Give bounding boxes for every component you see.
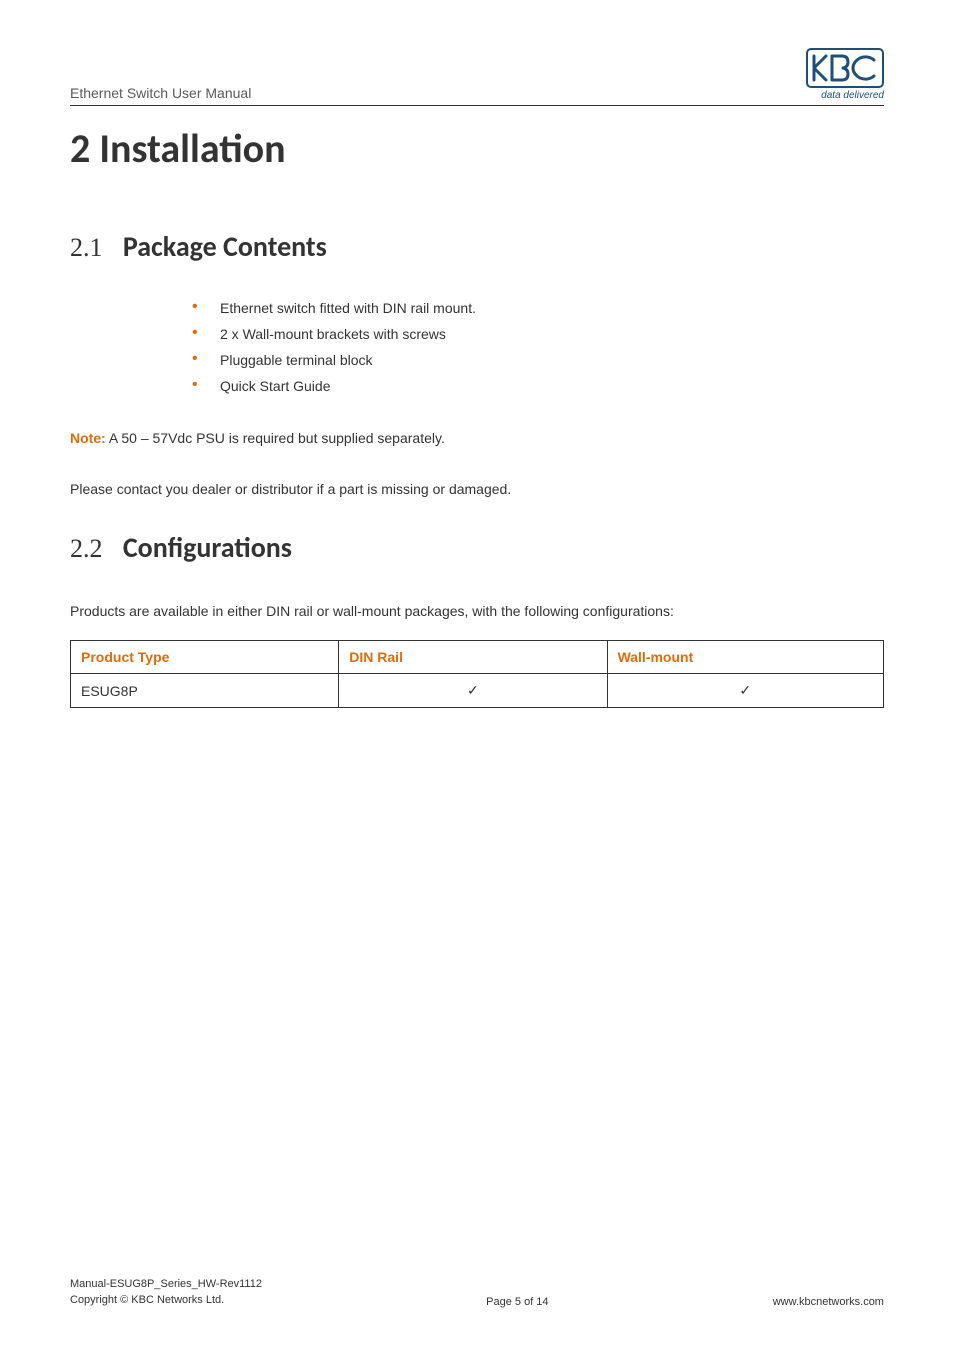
section-2-1-heading: 2.1 Package Contents: [70, 229, 884, 264]
configurations-table: Product Type DIN Rail Wall-mount ESUG8P …: [70, 640, 884, 708]
table-row: ESUG8P ✓ ✓: [71, 674, 884, 708]
page-footer: Manual-ESUG8P_Series_HW-Rev1112 Copyrigh…: [70, 1277, 884, 1308]
header-doc-title: Ethernet Switch User Manual: [70, 85, 251, 101]
list-item: Quick Start Guide: [192, 378, 884, 394]
config-intro-paragraph: Products are available in either DIN rai…: [70, 601, 884, 622]
footer-url: www.kbcnetworks.com: [773, 1296, 884, 1308]
col-product-type: Product Type: [71, 641, 339, 674]
col-din-rail: DIN Rail: [339, 641, 607, 674]
cell-wall: ✓: [607, 674, 883, 708]
footer-left: Manual-ESUG8P_Series_HW-Rev1112 Copyrigh…: [70, 1277, 262, 1308]
kbc-logo-icon: [806, 48, 884, 88]
section-number: 2.1: [70, 233, 103, 262]
contact-paragraph: Please contact you dealer or distributor…: [70, 479, 884, 500]
section-title: Package Contents: [123, 229, 327, 264]
section-2-2-heading: 2.2 Configurations: [70, 530, 884, 565]
cell-product: ESUG8P: [71, 674, 339, 708]
chapter-title: 2 Installation: [70, 124, 884, 173]
footer-copyright: Copyright © KBC Networks Ltd.: [70, 1293, 262, 1308]
page-header: Ethernet Switch User Manual data deliver…: [70, 48, 884, 106]
note-paragraph: Note: A 50 – 57Vdc PSU is required but s…: [70, 428, 884, 449]
section-title: Configurations: [123, 530, 292, 565]
logo: data delivered: [806, 48, 884, 101]
list-item: Ethernet switch fitted with DIN rail mou…: [192, 300, 884, 316]
table-header-row: Product Type DIN Rail Wall-mount: [71, 641, 884, 674]
note-label: Note:: [70, 430, 106, 446]
section-number: 2.2: [70, 534, 103, 563]
note-text: A 50 – 57Vdc PSU is required but supplie…: [106, 430, 445, 446]
col-wall-mount: Wall-mount: [607, 641, 883, 674]
cell-din: ✓: [339, 674, 607, 708]
list-item: 2 x Wall-mount brackets with screws: [192, 326, 884, 342]
footer-page-number: Page 5 of 14: [486, 1296, 548, 1308]
logo-tagline: data delivered: [821, 90, 884, 101]
list-item: Pluggable terminal block: [192, 352, 884, 368]
footer-manual-id: Manual-ESUG8P_Series_HW-Rev1112: [70, 1277, 262, 1292]
package-contents-list: Ethernet switch fitted with DIN rail mou…: [192, 300, 884, 394]
